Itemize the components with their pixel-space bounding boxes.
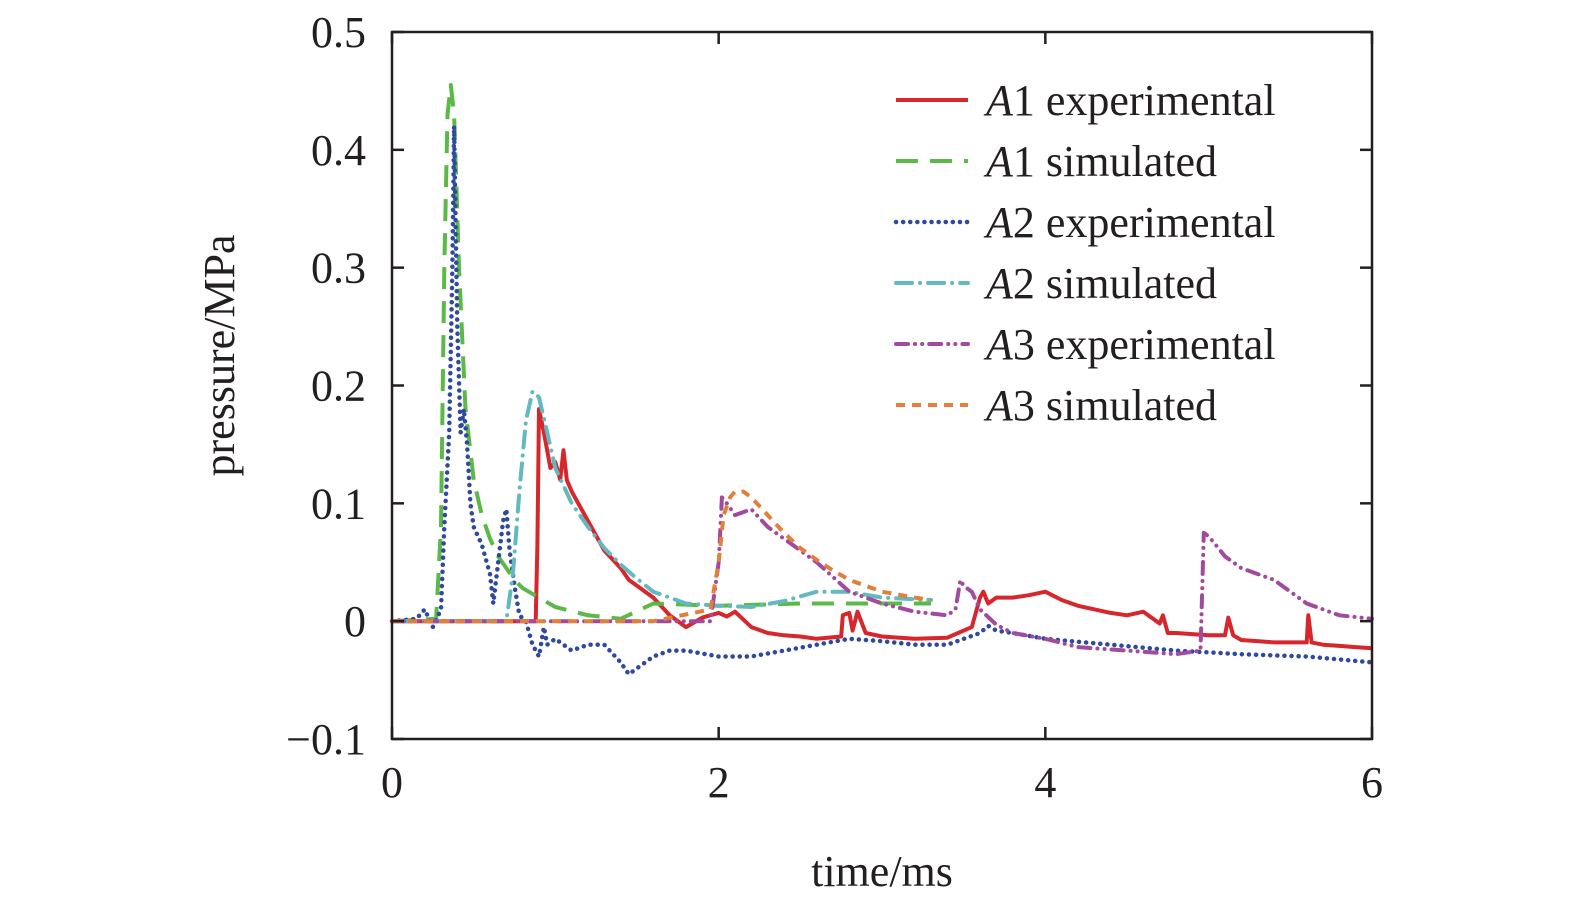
legend: A1 experimental A1 simulated A2 experiment… <box>893 76 1276 430</box>
axis-ticks <box>390 30 1374 741</box>
legend-label-4: A2 simulated <box>983 259 1217 308</box>
y-tick-label: 0.4 <box>311 126 366 175</box>
legend-label-2: A1 simulated <box>983 137 1217 186</box>
plot-area <box>389 83 1375 677</box>
x-tick-label: 0 <box>381 758 403 807</box>
series-line-2 <box>391 83 931 624</box>
x-axis-title: time/ms <box>811 847 953 896</box>
x-tick-label: 4 <box>1034 758 1056 807</box>
y-tick-label: 0.2 <box>311 362 366 411</box>
y-axis-title: pressure/MPa <box>195 235 244 477</box>
legend-label-1: A1 experimental <box>983 76 1276 125</box>
legend-label-5: A3 experimental <box>983 320 1276 369</box>
legend-label-6: A3 simulated <box>983 381 1217 430</box>
series-line-6 <box>392 489 932 624</box>
y-tick-label: 0 <box>344 597 366 646</box>
series-line-3 <box>389 124 1375 677</box>
y-tick-label: 0.1 <box>311 479 366 528</box>
legend-label-3: A2 experimental <box>983 198 1276 247</box>
y-tick-label: 0.3 <box>311 244 366 293</box>
x-tick-label: 2 <box>708 758 730 807</box>
x-tick-label: 6 <box>1361 758 1383 807</box>
y-tick-label: −0.1 <box>286 715 366 764</box>
tick-labels: 0 2 4 6 −0.1 0 0.1 0.2 0.3 0.4 0.5 <box>286 8 1383 807</box>
series-line-1 <box>392 407 1373 651</box>
series-line-4 <box>390 389 933 624</box>
y-tick-label: 0.5 <box>311 8 366 57</box>
